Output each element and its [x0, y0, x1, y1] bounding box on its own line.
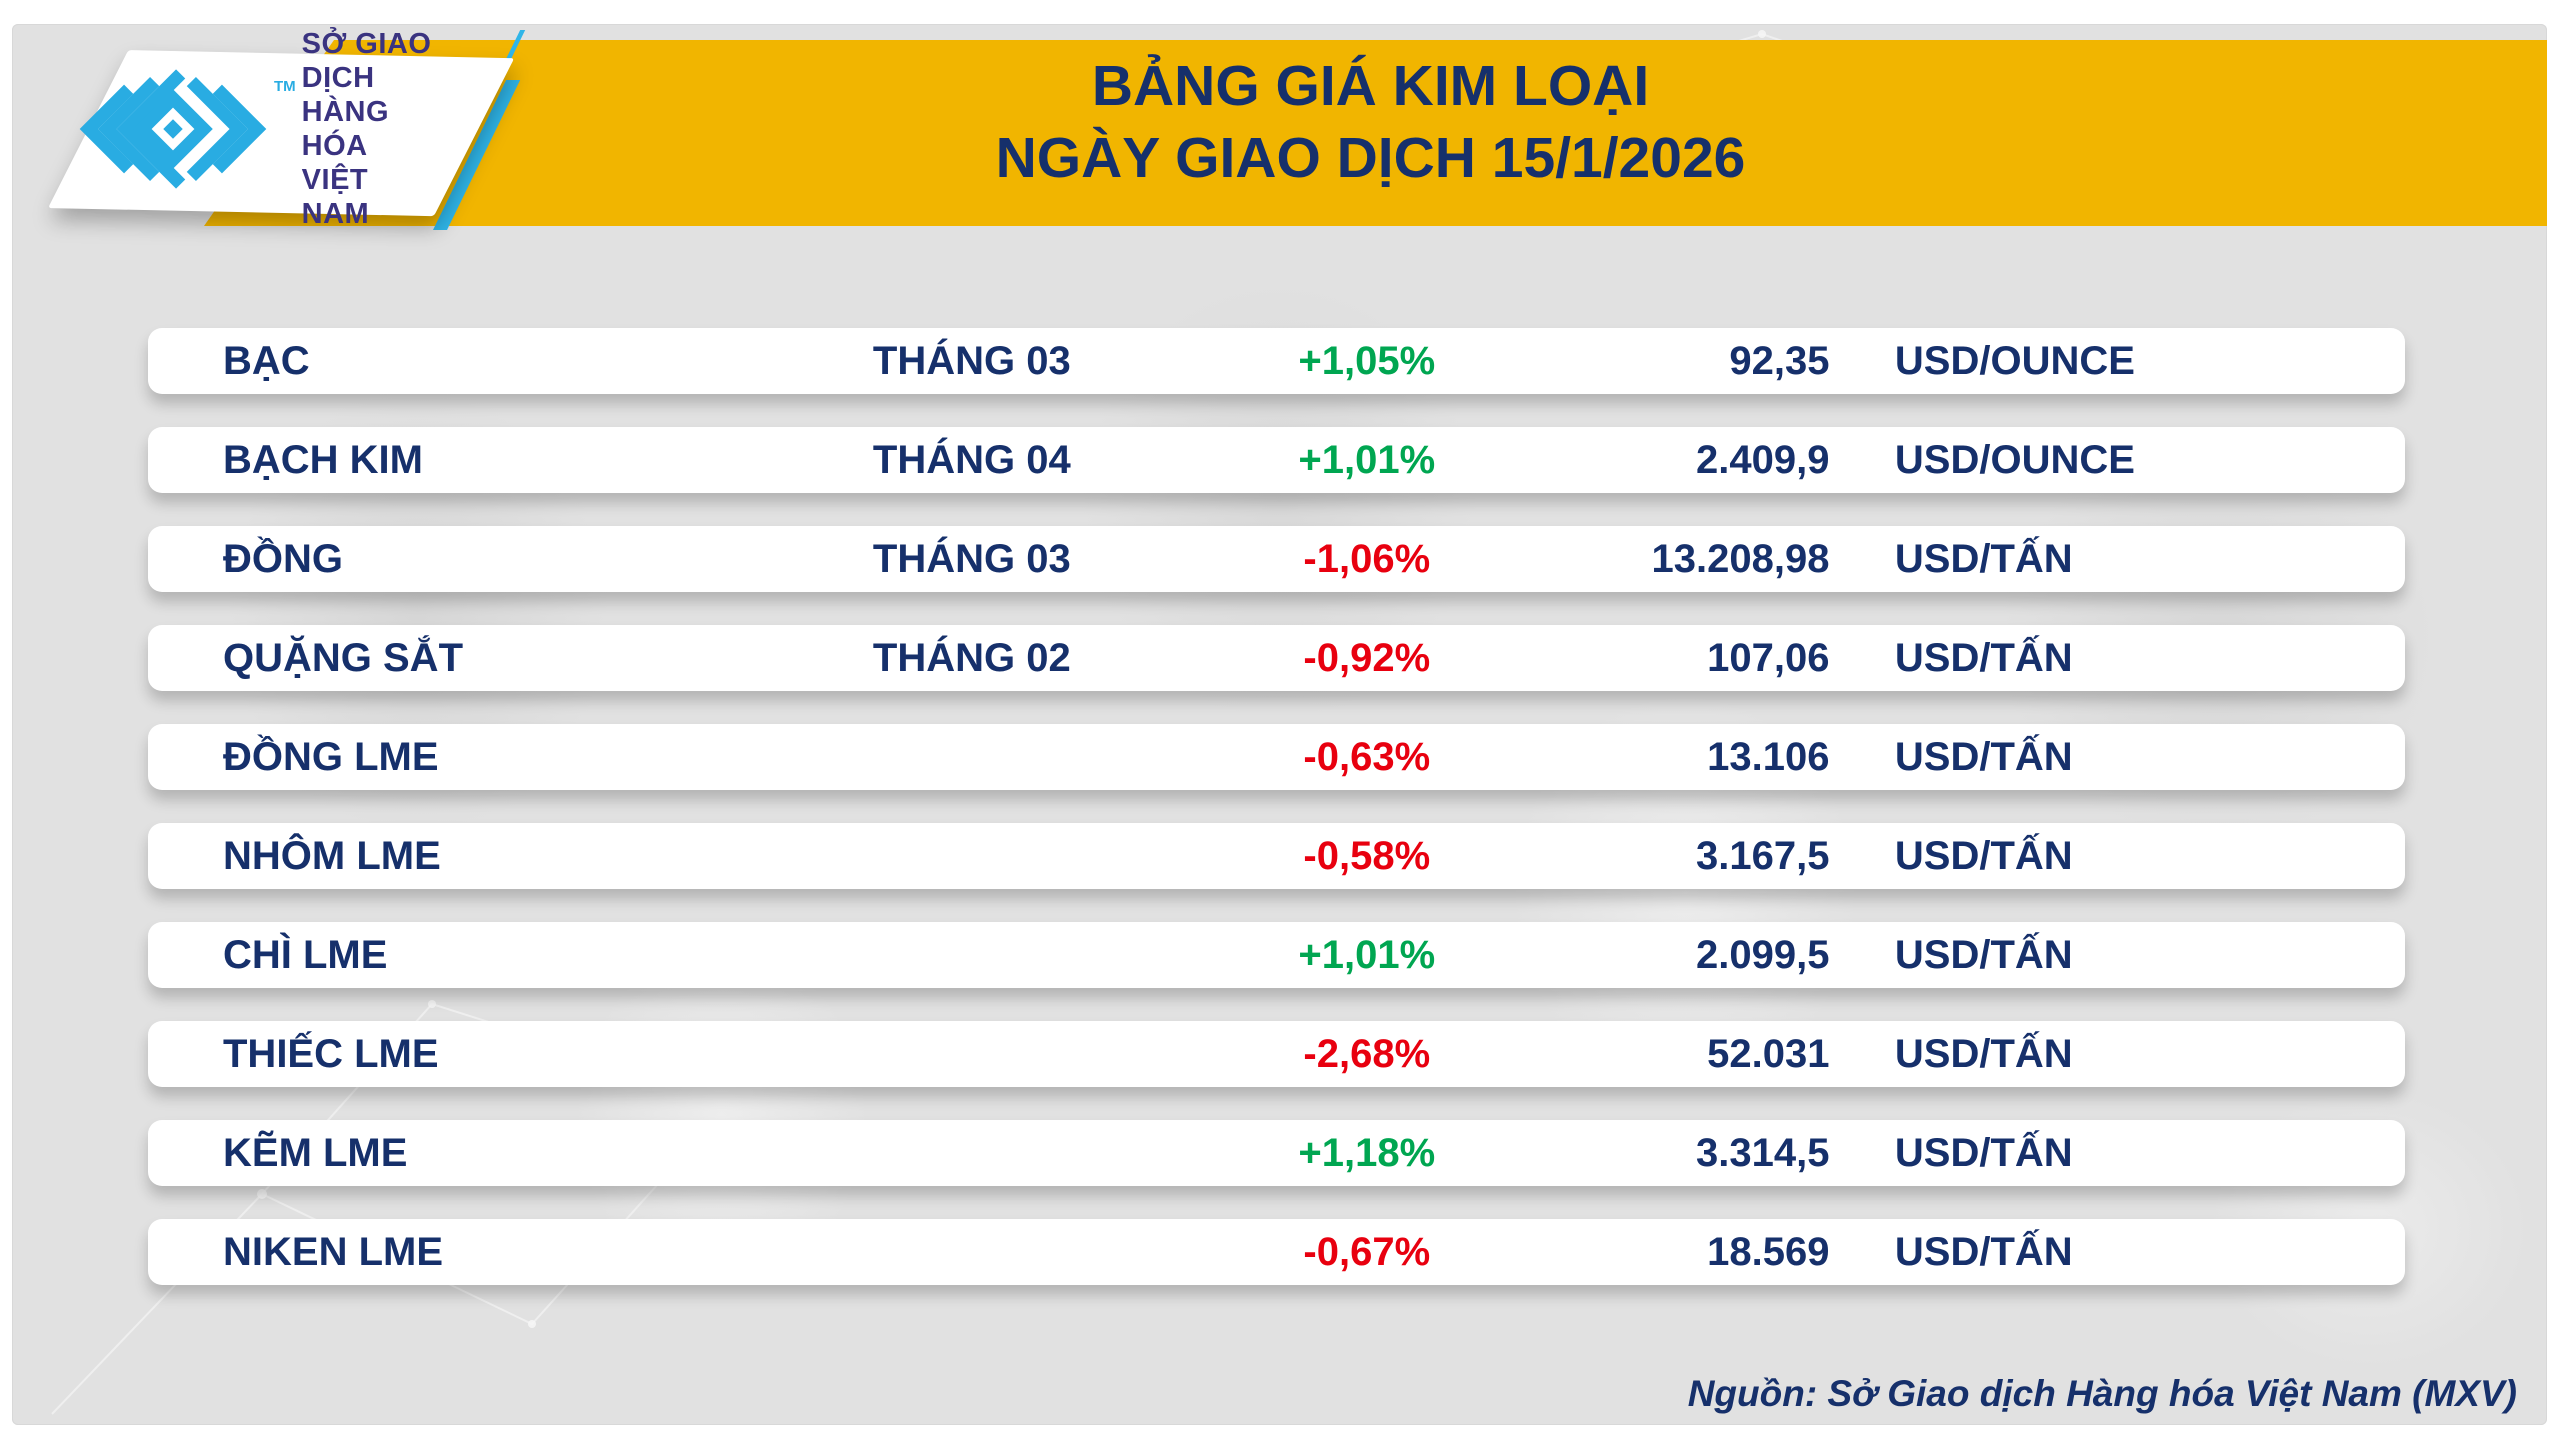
logo-org-line3: VIỆT NAM	[301, 164, 370, 230]
table-row: BẠC THÁNG 03 +1,05% 92,35 USD/OUNCE	[148, 328, 2405, 394]
price-unit: USD/TẤN	[1894, 636, 2073, 680]
infographic-canvas: BẢNG GIÁ KIM LOẠI NGÀY GIAO DỊCH 15/1/20…	[12, 24, 2547, 1425]
price-unit: USD/TẤN	[1894, 1032, 2073, 1076]
trademark-label: TM	[274, 78, 296, 95]
contract-month	[735, 1219, 1209, 1285]
header-titles: BẢNG GIÁ KIM LOẠI NGÀY GIAO DỊCH 15/1/20…	[334, 50, 2547, 194]
contract-month: THÁNG 03	[872, 537, 1071, 581]
commodity-name: ĐỒNG	[223, 537, 343, 581]
price-unit: USD/OUNCE	[1894, 339, 2135, 383]
price-value: 3.167,5	[1695, 834, 1830, 878]
commodity-name: THIẾC LME	[223, 1032, 439, 1076]
commodity-name: NIKEN LME	[223, 1230, 443, 1274]
contract-month	[735, 1120, 1209, 1186]
table-row: CHÌ LME +1,01% 2.099,5 USD/TẤN	[148, 922, 2405, 988]
table-row: ĐỒNG THÁNG 03 -1,06% 13.208,98 USD/TẤN	[148, 526, 2405, 592]
price-unit: USD/TẤN	[1894, 1230, 2073, 1274]
table-row: THIẾC LME -2,68% 52.031 USD/TẤN	[148, 1021, 2405, 1087]
price-value: 92,35	[1729, 339, 1830, 383]
commodity-name: QUẶNG SẮT	[223, 636, 463, 680]
table-row: BẠCH KIM THÁNG 04 +1,01% 2.409,9 USD/OUN…	[148, 427, 2405, 493]
contract-month	[735, 922, 1209, 988]
price-unit: USD/TẤN	[1894, 735, 2073, 779]
commodity-name: BẠCH KIM	[223, 438, 423, 482]
price-unit: USD/TẤN	[1894, 1131, 2073, 1175]
mxv-logo-card: TM SỞ GIAO DỊCH HÀNG HÓA VIỆT NAM	[48, 28, 515, 230]
price-table: BẠC THÁNG 03 +1,05% 92,35 USD/OUNCE BẠCH…	[148, 328, 2405, 1318]
commodity-name: BẠC	[223, 339, 310, 383]
source-note: Nguồn: Sở Giao dịch Hàng hóa Việt Nam (M…	[1687, 1373, 2517, 1414]
price-value: 107,06	[1707, 636, 1830, 680]
page-title-line2: NGÀY GIAO DỊCH 15/1/2026	[995, 126, 1746, 190]
logo-org-line2: HÀNG HÓA	[301, 96, 390, 162]
price-value: 13.106	[1707, 735, 1830, 779]
price-value: 2.099,5	[1695, 933, 1830, 977]
mxv-logo-icon	[79, 69, 267, 189]
table-row: ĐỒNG LME -0,63% 13.106 USD/TẤN	[148, 724, 2405, 790]
logo-org-name: SỞ GIAO DỊCH HÀNG HÓA VIỆT NAM	[302, 27, 438, 231]
price-unit: USD/OUNCE	[1894, 438, 2135, 482]
price-value: 3.314,5	[1695, 1131, 1830, 1175]
contract-month: THÁNG 04	[872, 438, 1071, 482]
price-value: 18.569	[1707, 1230, 1830, 1274]
page-title-line1: BẢNG GIÁ KIM LOẠI	[1091, 54, 1650, 118]
logo-org-line1: SỞ GIAO DỊCH	[301, 28, 432, 94]
contract-month	[735, 1021, 1209, 1087]
commodity-name: CHÌ LME	[223, 933, 388, 977]
table-row: KẼM LME +1,18% 3.314,5 USD/TẤN	[148, 1120, 2405, 1186]
table-row: NIKEN LME -0,67% 18.569 USD/TẤN	[148, 1219, 2405, 1285]
table-row: QUẶNG SẮT THÁNG 02 -0,92% 107,06 USD/TẤN	[148, 625, 2405, 691]
commodity-name: KẼM LME	[223, 1131, 408, 1175]
price-unit: USD/TẤN	[1894, 933, 2073, 977]
price-value: 2.409,9	[1695, 438, 1830, 482]
contract-month: THÁNG 03	[872, 339, 1071, 383]
mxv-logo-content: TM SỞ GIAO DỊCH HÀNG HÓA VIỆT NAM	[48, 28, 438, 230]
commodity-name: NHÔM LME	[223, 834, 441, 878]
price-unit: USD/TẤN	[1894, 537, 2073, 581]
contract-month: THÁNG 02	[872, 636, 1071, 680]
commodity-name: ĐỒNG LME	[223, 735, 439, 779]
price-value: 52.031	[1707, 1032, 1830, 1076]
contract-month	[735, 823, 1209, 889]
price-value: 13.208,98	[1651, 537, 1830, 581]
price-unit: USD/TẤN	[1894, 834, 2073, 878]
table-row: NHÔM LME -0,58% 3.167,5 USD/TẤN	[148, 823, 2405, 889]
contract-month	[735, 724, 1209, 790]
